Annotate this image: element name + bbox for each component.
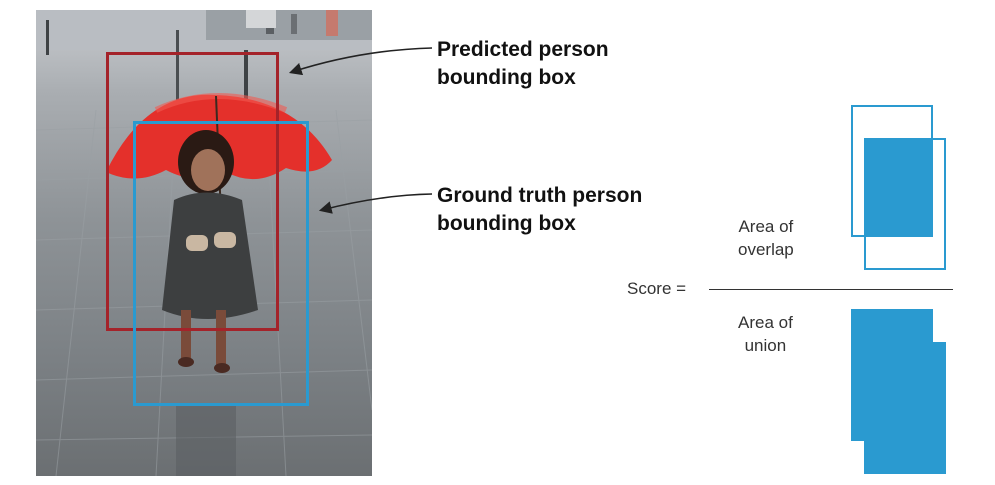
- denominator-label: Area of union: [738, 311, 793, 357]
- ground-truth-arrow: [318, 193, 433, 214]
- numerator-line-1: Area of: [738, 217, 794, 236]
- denominator-line-2: union: [744, 336, 787, 355]
- fraction-bar: [709, 289, 953, 290]
- ground-truth-callout-line-2: bounding box: [437, 212, 576, 235]
- predicted-bounding-box: [106, 52, 279, 331]
- ground-truth-bounding-box: [133, 121, 309, 406]
- predicted-box-callout: Predicted person bounding box: [437, 36, 609, 92]
- predicted-callout-line-2: bounding box: [437, 66, 576, 89]
- photo-scene: [36, 10, 372, 476]
- overlap-area-fill: [864, 138, 933, 237]
- predicted-callout-line-1: Predicted person: [437, 38, 609, 61]
- union-area-fill-b: [864, 342, 946, 474]
- numerator-line-2: overlap: [738, 240, 794, 259]
- ground-truth-callout: Ground truth person bounding box: [437, 182, 642, 238]
- ground-truth-callout-line-1: Ground truth person: [437, 184, 643, 207]
- score-label: Score =: [627, 279, 687, 298]
- predicted-arrow: [288, 47, 433, 76]
- street-photo: [36, 10, 372, 476]
- numerator-label: Area of overlap: [738, 215, 794, 261]
- denominator-line-1: Area of: [738, 313, 793, 332]
